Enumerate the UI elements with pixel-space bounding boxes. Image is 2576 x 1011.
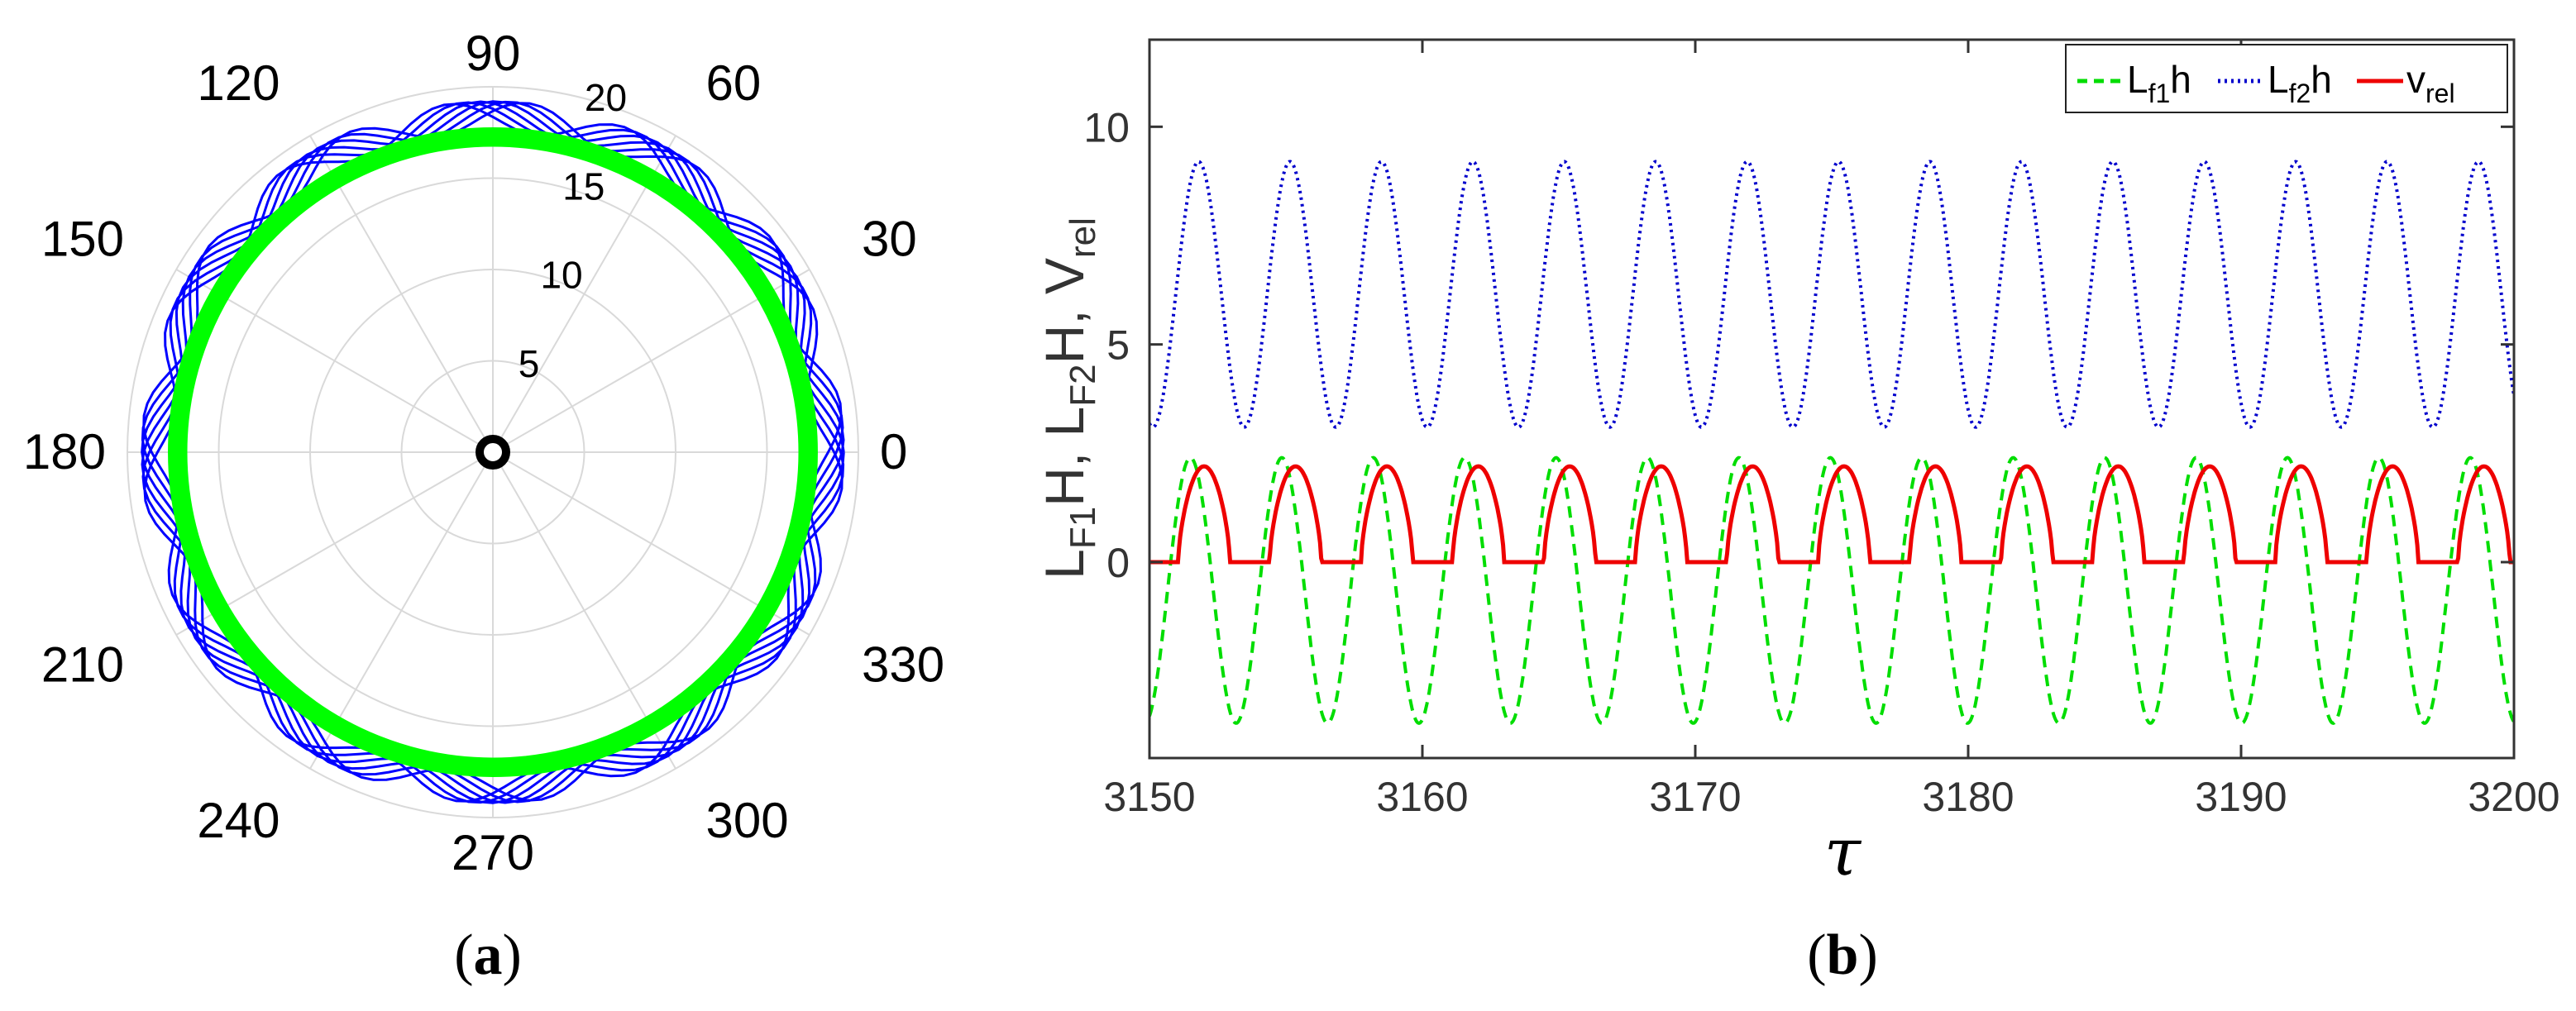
polar-grid-spoke <box>175 451 494 636</box>
polar-r-tick-label: 15 <box>562 165 605 207</box>
polar-grid-spoke <box>309 135 494 453</box>
polar-angle-label: 0 <box>880 424 907 479</box>
polar-angle-label: 90 <box>466 26 521 81</box>
caption-b: (b) <box>1807 923 1878 987</box>
x-tick-label: 3190 <box>2195 774 2287 820</box>
polar-angle-label: 300 <box>706 793 789 848</box>
polar-angle-label: 30 <box>862 212 917 267</box>
polar-series-outer <box>141 100 845 804</box>
caption-a: (a) <box>454 923 522 987</box>
polar-plot: 5 10 15 20 0 30 60 90 120 150 180 210 240 270 300 330 <box>23 26 944 880</box>
polar-series-center <box>476 435 510 470</box>
polar-r-tick-label: 10 <box>540 254 582 297</box>
y-axis-label: LF1H, LF2H, Vrel <box>1034 217 1103 579</box>
y-tick-label: 10 <box>1083 104 1130 150</box>
polar-grid-spoke <box>492 451 676 770</box>
polar-r-tick-label: 5 <box>519 342 540 385</box>
polar-angle-label: 270 <box>452 825 534 880</box>
legend-label-lf2h: Lf2h <box>2268 58 2332 108</box>
polar-grid-spoke <box>492 135 676 453</box>
polar-angle-label: 330 <box>862 637 944 693</box>
x-tick-label: 3160 <box>1376 774 1468 820</box>
series-line-lf2h <box>1149 160 2514 429</box>
line-plot: 3150 3160 3170 3180 3190 3200 0 5 10 Lf1h Lf2h v… <box>1034 38 2560 890</box>
series-line-lf1h <box>1149 455 2514 726</box>
x-tick-label: 3200 <box>2468 774 2559 820</box>
plot-area <box>1149 40 2514 758</box>
axes-frame <box>1148 38 2516 760</box>
polar-grid-spoke <box>309 451 494 770</box>
polar-angle-label: 60 <box>706 55 762 111</box>
polar-grid-spoke <box>175 269 494 453</box>
polar-angle-label: 210 <box>41 637 124 693</box>
polar-grid-spoke <box>492 451 810 636</box>
polar-angle-label: 180 <box>23 424 106 479</box>
polar-angle-label: 120 <box>197 55 280 111</box>
x-tick-label: 3170 <box>1649 774 1741 820</box>
legend-box <box>2065 44 2508 113</box>
series-line-vrel <box>1149 464 2514 565</box>
polar-grid-spoke <box>492 269 810 453</box>
polar-angle-label: 150 <box>41 212 124 267</box>
legend-label-vrel: vrel <box>2406 58 2455 108</box>
y-tick-label: 0 <box>1106 540 1130 586</box>
y-tick-label: 5 <box>1106 322 1130 369</box>
x-tick-label: 3180 <box>1922 774 2014 820</box>
legend: Lf1h Lf2h vrel <box>2065 44 2508 113</box>
legend-label-lf1h: Lf1h <box>2127 58 2191 108</box>
polar-series-inner <box>168 127 818 777</box>
polar-angle-label: 240 <box>197 793 280 848</box>
x-axis-label: τ <box>1824 813 1862 890</box>
polar-r-tick-label: 20 <box>585 76 627 119</box>
x-tick-label: 3150 <box>1103 774 1195 820</box>
